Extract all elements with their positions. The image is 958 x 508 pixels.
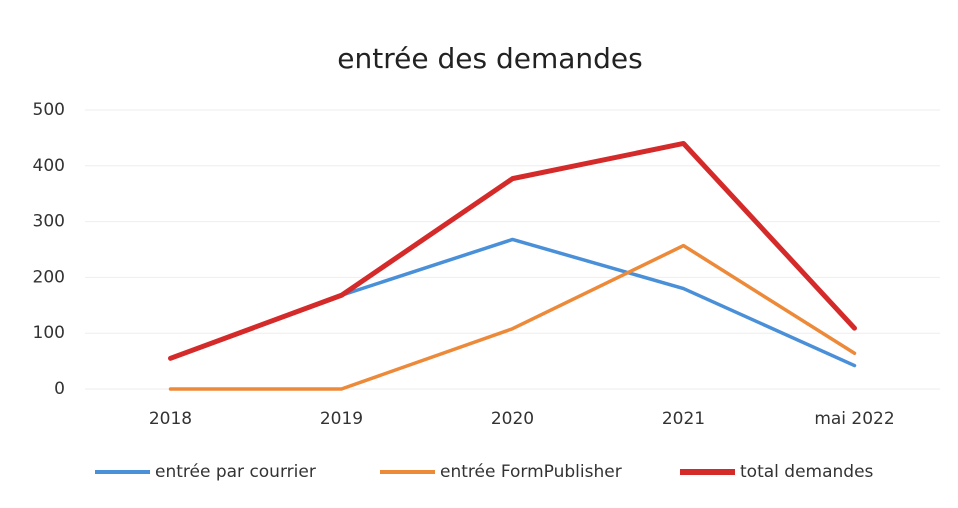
y-tick-label: 0: [54, 379, 65, 399]
y-tick-label: 300: [33, 212, 65, 232]
x-tick-label: 2018: [149, 409, 192, 429]
series-line: [168, 243, 857, 391]
x-tick-label: mai 2022: [814, 409, 894, 429]
x-tick-label: 2019: [320, 409, 363, 429]
legend-label: entrée FormPublisher: [440, 462, 622, 482]
x-tick-label: 2021: [662, 409, 705, 429]
series-line: [168, 140, 857, 361]
y-tick-label: 500: [33, 100, 65, 120]
y-tick-label: 400: [33, 156, 65, 176]
legend-label: entrée par courrier: [155, 462, 316, 482]
legend-label: total demandes: [740, 462, 874, 482]
y-tick-label: 200: [33, 267, 65, 287]
chart-title: entrée des demandes: [337, 42, 642, 75]
x-tick-label: 2020: [491, 409, 534, 429]
y-tick-label: 100: [33, 323, 65, 343]
